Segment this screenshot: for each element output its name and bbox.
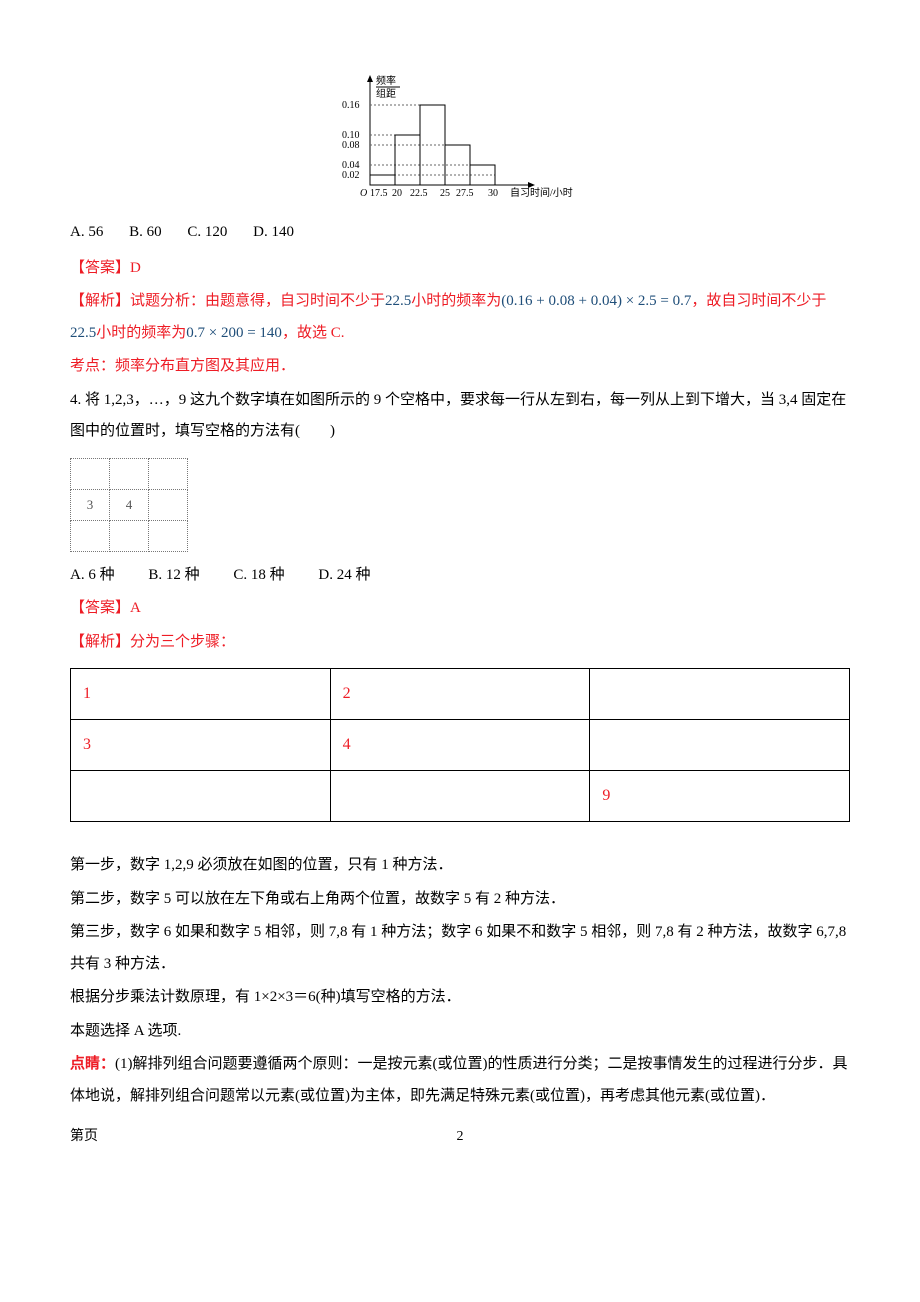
q4-grid: 34 [70,458,188,552]
q4-opt-b: B. 12 种 [148,567,199,583]
svg-text:17.5: 17.5 [370,188,388,199]
q4-big-table: 1 2 3 4 9 [70,668,850,822]
footer-left: 第页 [70,1122,98,1151]
x-axis-label: 自习时间/小时 [510,186,573,199]
svg-text:0.08: 0.08 [342,140,360,151]
opt-d: D. 140 [253,224,294,240]
page-footer: 第页 2 [70,1122,850,1151]
point-note: 点睛：(1)解排列组合问题要遵循两个原则：一是按元素(或位置)的性质进行分类；二… [70,1049,850,1112]
step-3: 第三步，数字 6 如果和数字 5 相邻，则 7,8 有 1 种方法；数字 6 如… [70,917,850,980]
opt-a: A. 56 [70,224,103,240]
step-5: 本题选择 A 选项. [70,1016,850,1048]
y-label-bottom: 组距 [376,87,396,100]
q4-answer: 【答案】A [70,593,850,625]
svg-text:22.5: 22.5 [410,188,428,199]
q4-options: A. 6 种 B. 12 种 C. 18 种 D. 24 种 [70,560,850,592]
q4-opt-d: D. 24 种 [318,567,370,583]
svg-text:O: O [360,188,367,199]
q4-stem: 4. 将 1,2,3，…，9 这九个数字填在如图所示的 9 个空格中，要求每一行… [70,385,850,448]
svg-text:30: 30 [488,188,498,199]
q3-point: 考点：频率分布直方图及其应用． [70,351,850,383]
opt-c: C. 120 [187,224,227,240]
svg-text:27.5: 27.5 [456,188,474,199]
svg-text:0.16: 0.16 [342,100,360,111]
svg-text:25: 25 [440,188,450,199]
y-label-top: 频率 [376,74,396,87]
q3-answer: 【答案】D [70,253,850,285]
point-label: 点睛： [70,1056,115,1072]
q3-options: A. 56 B. 60 C. 120 D. 140 [70,217,850,249]
step-2: 第二步，数字 5 可以放在左下角或右上角两个位置，故数字 5 有 2 种方法． [70,884,850,916]
opt-b: B. 60 [129,224,162,240]
q4-opt-a: A. 6 种 [70,567,115,583]
step-4: 根据分步乘法计数原理，有 1×2×3＝6(种)填写空格的方法． [70,982,850,1014]
svg-text:20: 20 [392,188,402,199]
q4-opt-c: C. 18 种 [233,567,284,583]
histogram-chart: 频率 组距 0.16 0.10 0.08 0.04 0.02 O 17.5 20… [320,70,600,205]
step-1: 第一步，数字 1,2,9 必须放在如图的位置，只有 1 种方法． [70,850,850,882]
q3-analysis: 【解析】试题分析：由题意得，自习时间不少于22.5小时的频率为(0.16 + 0… [70,286,850,349]
page-number: 2 [457,1129,464,1144]
svg-text:0.02: 0.02 [342,170,360,181]
q4-analysis-head: 【解析】分为三个步骤： [70,627,850,659]
